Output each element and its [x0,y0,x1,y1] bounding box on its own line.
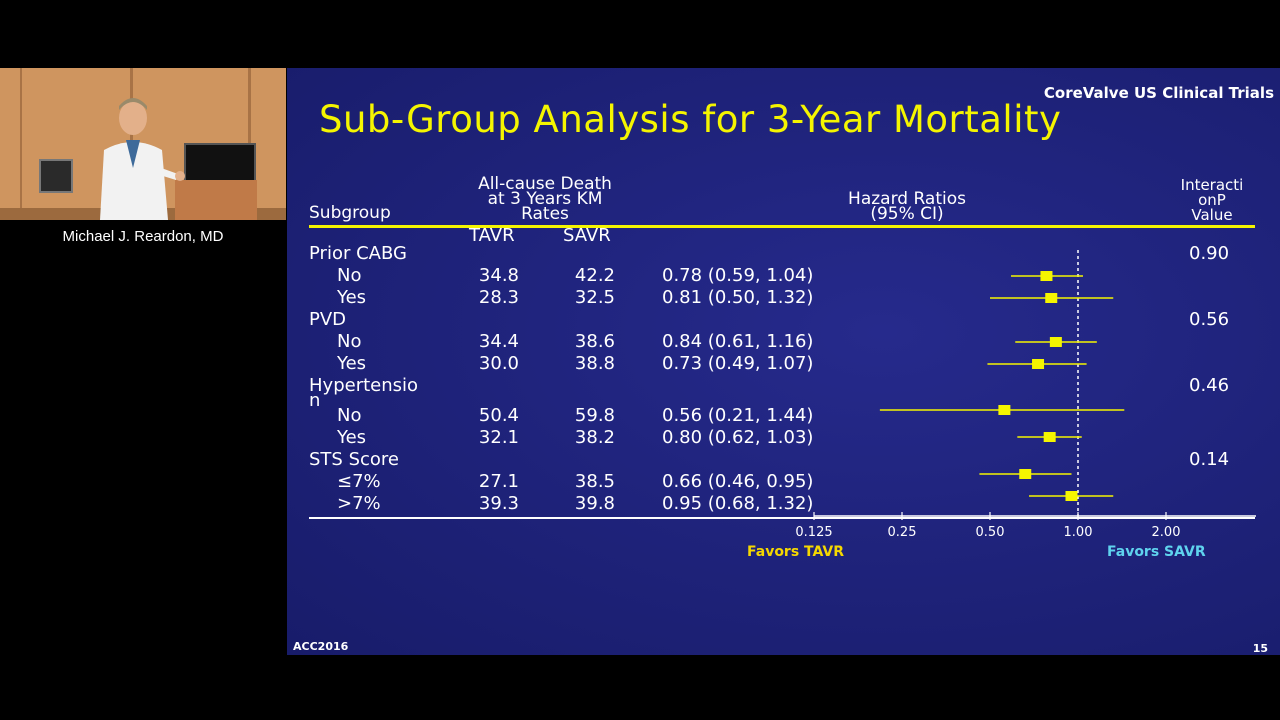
group-label-sts-score: STS Score [309,449,399,470]
p-value-pvd: 0.56 [1189,309,1230,330]
forest-plot: 0.125 0.25 0.50 1.00 2.00 [795,250,1256,540]
slide-title: Sub-Group Analysis for 3-Year Mortality [319,98,1062,141]
header-hr-line2: (95% CI) [870,204,944,224]
hazard-ratio-marker [1040,271,1053,281]
group-label-prior-cabg: Prior CABG [309,243,407,264]
group-label-pvd: PVD [309,309,347,330]
hazard-ratio-text: 0.66 (0.46, 0.95) [662,471,814,492]
slide-number: 15 [1252,642,1268,655]
tavr-rate: 28.3 [478,287,519,308]
table-bottom-rule [309,517,1255,519]
hazard-ratio-text: 0.81 (0.50, 1.32) [662,287,814,308]
row-label: No [337,265,362,286]
p-value-prior-cabg: 0.90 [1189,243,1230,264]
header-tavr: TAVR [469,225,515,246]
hazard-ratio-text: 0.95 (0.68, 1.32) [662,493,814,514]
savr-rate: 59.8 [574,405,615,426]
row-label: ≤7% [337,471,381,492]
hazard-ratio-marker [1045,293,1058,303]
footer-conference: ACC2016 [293,640,349,653]
hazard-ratio-marker [1043,432,1056,442]
speaker-scene [0,68,286,220]
hazard-ratio-text: 0.80 (0.62, 1.03) [662,427,814,448]
header-savr: SAVR [563,225,611,246]
header-p-line2: onP [1198,191,1226,209]
savr-rate: 38.5 [574,471,615,492]
p-value-sts-score: 0.14 [1189,449,1230,470]
header-hr-line1: Hazard Ratios [848,189,966,209]
tavr-rate: 34.4 [478,331,519,352]
presentation-slide: CoreValve US Clinical Trials Sub-Group A… [287,68,1280,655]
x-axis-tick-label: 0.50 [976,525,1005,540]
header-p-line1: Interacti [1180,176,1244,194]
row-label: No [337,405,362,426]
hazard-ratio-marker [1019,469,1032,479]
hazard-ratio-text: 0.84 (0.61, 1.16) [662,331,814,352]
row-label: Yes [337,427,367,448]
header-rates-line2: at 3 Years KM [487,189,603,209]
slide-brand: CoreValve US Clinical Trials [1043,84,1274,102]
hazard-ratio-marker [998,405,1011,415]
tavr-rate: 34.8 [478,265,519,286]
tavr-rate: 39.3 [478,493,519,514]
header-underline [309,225,1255,228]
hazard-ratio-marker [1032,359,1045,369]
tavr-rate: 30.0 [478,353,519,374]
header-p-line3: Value [1191,206,1233,224]
speaker-name: Michael J. Reardon, MD [62,228,224,245]
favors-tavr-label: Favors TAVR [747,544,845,560]
x-axis-tick-label: 2.00 [1152,525,1181,540]
row-label: >7% [337,493,381,514]
tavr-rate: 32.1 [478,427,519,448]
hazard-ratio-marker [1049,337,1062,347]
savr-rate: 38.8 [574,353,615,374]
tavr-rate: 50.4 [478,405,519,426]
x-axis-tick-label: 0.125 [795,525,832,540]
speaker-video [0,68,286,220]
hazard-ratio-text: 0.78 (0.59, 1.04) [662,265,814,286]
hazard-ratio-text: 0.73 (0.49, 1.07) [662,353,814,374]
x-axis-tick-label: 0.25 [888,525,917,540]
header-rates-line3: Rates [521,204,569,224]
x-axis-tick-label: 1.00 [1064,525,1093,540]
row-label: Yes [337,353,367,374]
favors-savr-label: Favors SAVR [1107,544,1206,560]
hazard-ratio-marker [1065,491,1078,501]
savr-rate: 39.8 [574,493,615,514]
row-label: Yes [337,287,367,308]
savr-rate: 32.5 [574,287,615,308]
hazard-ratio-text: 0.56 (0.21, 1.44) [662,405,814,426]
header-subgroup: Subgroup [309,203,391,223]
group-label-hypertension-line1: Hypertensio [309,375,419,396]
savr-rate: 38.6 [574,331,615,352]
tavr-rate: 27.1 [478,471,519,492]
p-value-hypertension: 0.46 [1189,375,1230,396]
savr-rate: 42.2 [574,265,615,286]
header-rates-line1: All-cause Death [478,174,612,194]
savr-rate: 38.2 [574,427,615,448]
row-label: No [337,331,362,352]
group-label-hypertension-line2: n [309,390,321,411]
